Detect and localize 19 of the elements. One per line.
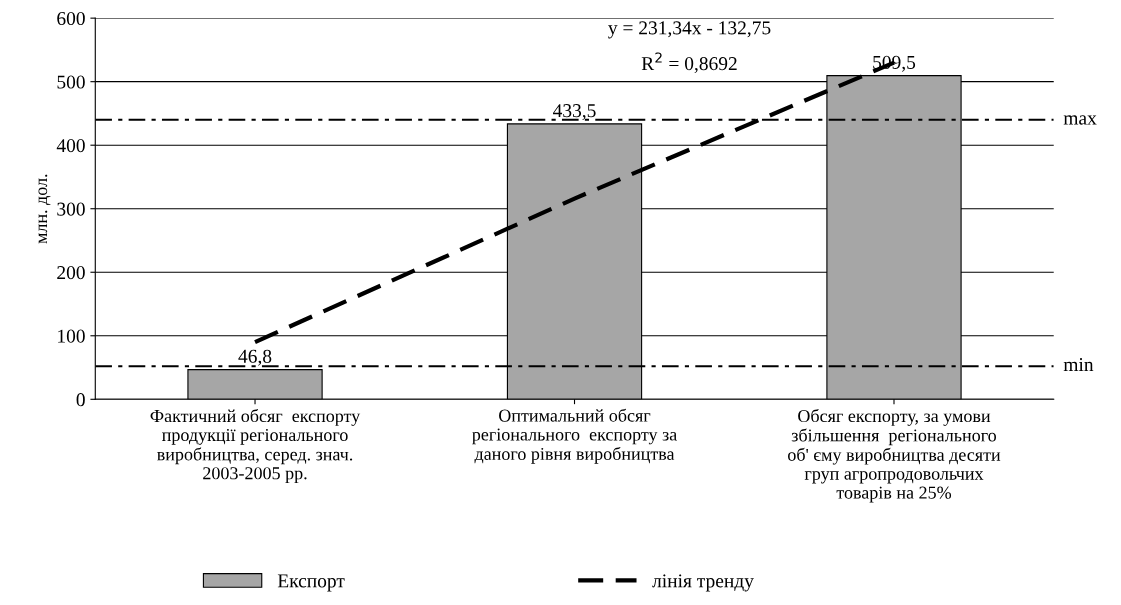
y-tick-label: 0 — [76, 393, 85, 407]
x-tick-label: Оптимальний обсяг регіонального експорту за даного рівня виробництва — [472, 408, 677, 464]
y-axis-title: млн. дол. — [38, 174, 51, 244]
data-label: 433,5 — [553, 104, 596, 120]
y-tick-label: 100 — [58, 329, 85, 343]
ref-line-label: max — [1063, 115, 1097, 125]
legend-label: Експорт — [277, 574, 345, 592]
y-tick-label: 400 — [56, 139, 85, 153]
y-tick-label: 500 — [57, 75, 85, 89]
ref-line-label: min — [1063, 358, 1094, 371]
y-tick-label: 200 — [57, 266, 85, 280]
y-tick-label: 300 — [57, 202, 85, 216]
data-label: 46,8 — [238, 349, 272, 366]
x-tick-label: Обсяг експорту, за умови збільшення регіонального об' єму виробництва десяти груп агропродовольчих товарів на 25% — [788, 409, 1001, 503]
y-tick-label: 600 — [57, 11, 85, 26]
legend-label: лінія тренду — [652, 574, 754, 592]
x-tick-label: Фактичний обсяг експорту продукції регіонального виробництва, серед. знач. 2003-2005 рр. — [150, 409, 361, 484]
annotation: R$^{2}$ = 0,8692 — [641, 52, 737, 73]
annotation: y = 231,34x - 132,75 — [608, 21, 771, 39]
